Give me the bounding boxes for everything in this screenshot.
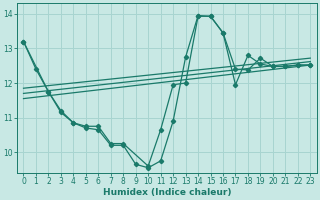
X-axis label: Humidex (Indice chaleur): Humidex (Indice chaleur) <box>103 188 231 197</box>
